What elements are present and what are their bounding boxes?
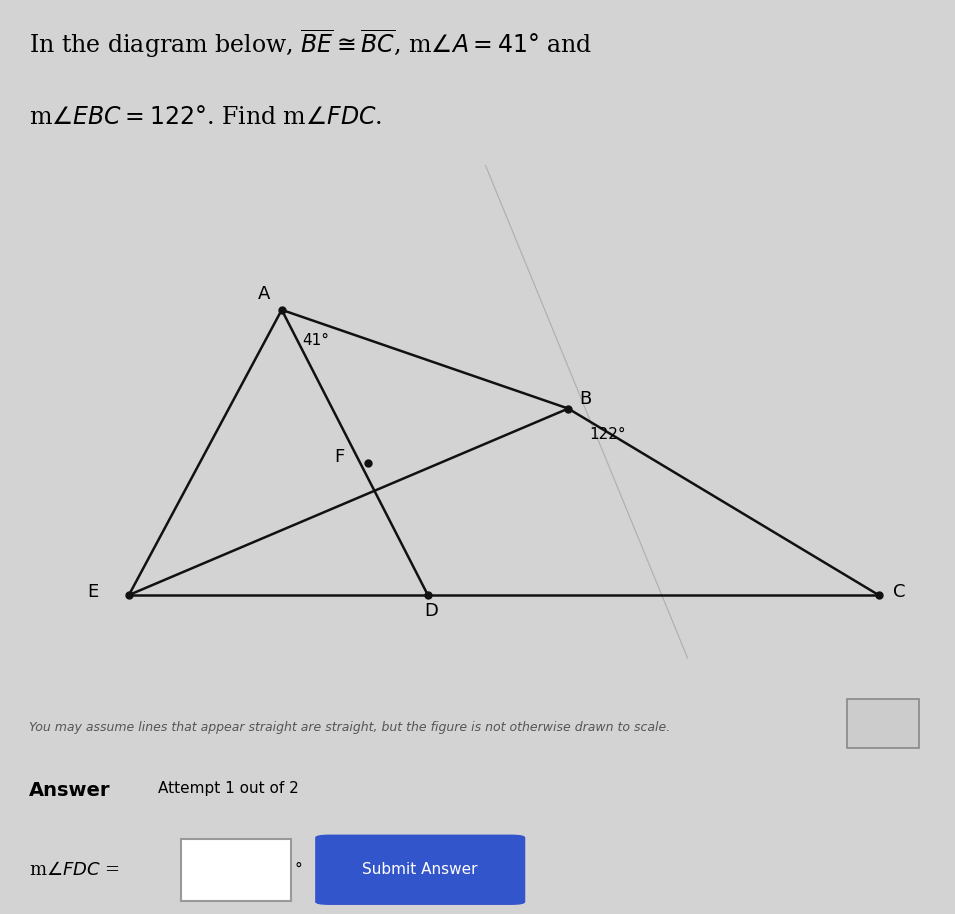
Text: m$\angle EBC = 122°$. Find m$\angle FDC$.: m$\angle EBC = 122°$. Find m$\angle FDC$… <box>29 106 382 129</box>
Text: m$\angle FDC$ =: m$\angle FDC$ = <box>29 861 119 878</box>
Text: E: E <box>87 583 98 601</box>
Text: :::::: ::::: <box>878 717 889 722</box>
Text: D: D <box>424 602 437 621</box>
Text: Answer: Answer <box>29 781 110 801</box>
FancyBboxPatch shape <box>315 834 525 905</box>
Text: 122°: 122° <box>589 427 626 441</box>
Text: Submit Answer: Submit Answer <box>363 862 478 877</box>
Text: °: ° <box>294 862 302 877</box>
Text: C: C <box>893 583 906 601</box>
FancyBboxPatch shape <box>181 839 291 901</box>
Text: Attempt 1 out of 2: Attempt 1 out of 2 <box>158 781 298 796</box>
FancyBboxPatch shape <box>847 699 920 748</box>
Text: In the diagram below, $\overline{BE} \cong \overline{BC}$, m$\angle A = 41°$ and: In the diagram below, $\overline{BE} \co… <box>29 27 592 60</box>
Text: 41°: 41° <box>303 334 329 348</box>
Text: You may assume lines that appear straight are straight, but the figure is not ot: You may assume lines that appear straigh… <box>29 721 669 734</box>
Text: F: F <box>334 448 344 466</box>
Text: B: B <box>580 389 591 408</box>
Text: A: A <box>259 285 270 303</box>
